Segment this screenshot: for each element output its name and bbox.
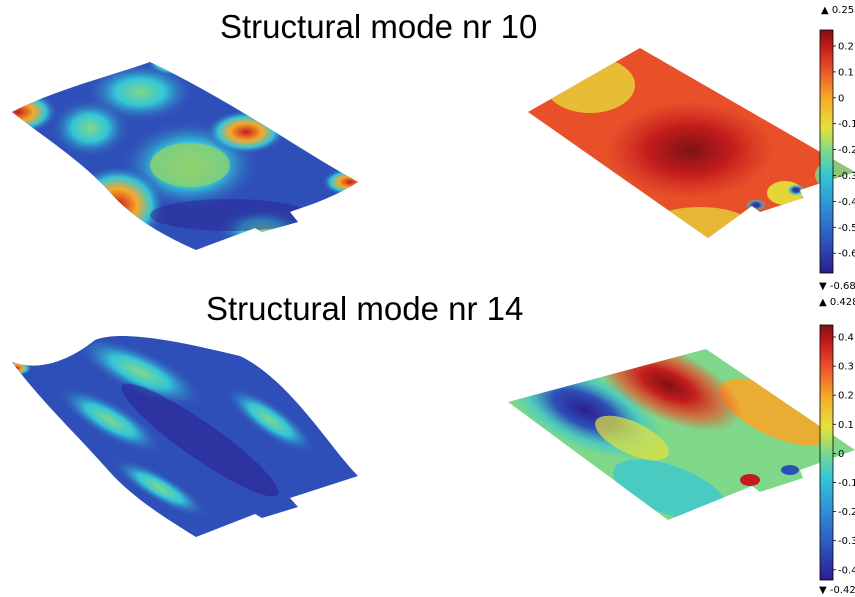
mode-14-title: Structural mode nr 14 <box>206 290 524 327</box>
mode-10-deformed-plate <box>12 62 358 250</box>
mode-14-deformed-plate <box>12 335 358 537</box>
mode-14-colorbar-tick-label: 0.3 <box>838 362 854 373</box>
mode-14-colorbar-tick-label: 0.2 <box>838 391 854 402</box>
mode-14-colorbar-tick-label: -0.4 <box>838 565 855 576</box>
mode-10-colorbar-min: ▼ -0.6847 <box>819 281 855 292</box>
mode-14-colorbar-tick-label: 0.1 <box>838 420 854 431</box>
mode-14-colorbar-max: ▲ 0.4288 <box>819 297 855 308</box>
mode-10-colorbar-tick-label: -0.5 <box>838 223 855 234</box>
mode-14-plate-colormap <box>508 349 855 520</box>
mode-14-colorbar-tick-label: -0.1 <box>838 478 855 489</box>
mode-10-plate-colormap <box>528 48 855 238</box>
mode-10-colorbar-tick-label: -0.4 <box>838 197 855 208</box>
mode-10-colorbar-tick-label: -0.1 <box>838 119 855 130</box>
mode-10-colorbar: ▲ 0.258 0.20.10-0.1-0.2-0.3-0.4-0.5-0.6 … <box>819 5 855 292</box>
mode-10-title: Structural mode nr 10 <box>220 8 538 45</box>
mode-14-colorbar-tick-label: 0 <box>838 449 844 460</box>
mode-10-colorbar-tick-label: 0.1 <box>838 67 854 78</box>
mode-10-colorbar-max: ▲ 0.258 <box>821 5 855 16</box>
mode-10-colorbar-tick-label: 0.2 <box>838 42 854 53</box>
mode-14-colorbar: ▲ 0.4288 0.4 0.3 0.2 0.1 0 -0.1 -0.2 -0.3 -0.4 ▼… <box>819 297 855 596</box>
mode-14-colorbar-tick-label: -0.2 <box>838 507 855 518</box>
mode-14-colorbar-tick-label: 0.4 <box>838 333 854 344</box>
mode-10-colorbar-tick-label: 0 <box>838 93 844 104</box>
mode-10-colorbar-tick-label: -0.3 <box>838 171 855 182</box>
mode-10-colorbar-tick-label: -0.2 <box>838 145 855 156</box>
mode-10-colorbar-tick-label: -0.6 <box>838 249 855 260</box>
mode-14-colorbar-tick-label: -0.3 <box>838 536 855 547</box>
mode-14-colorbar-min: ▼ -0.4289 <box>819 585 855 596</box>
